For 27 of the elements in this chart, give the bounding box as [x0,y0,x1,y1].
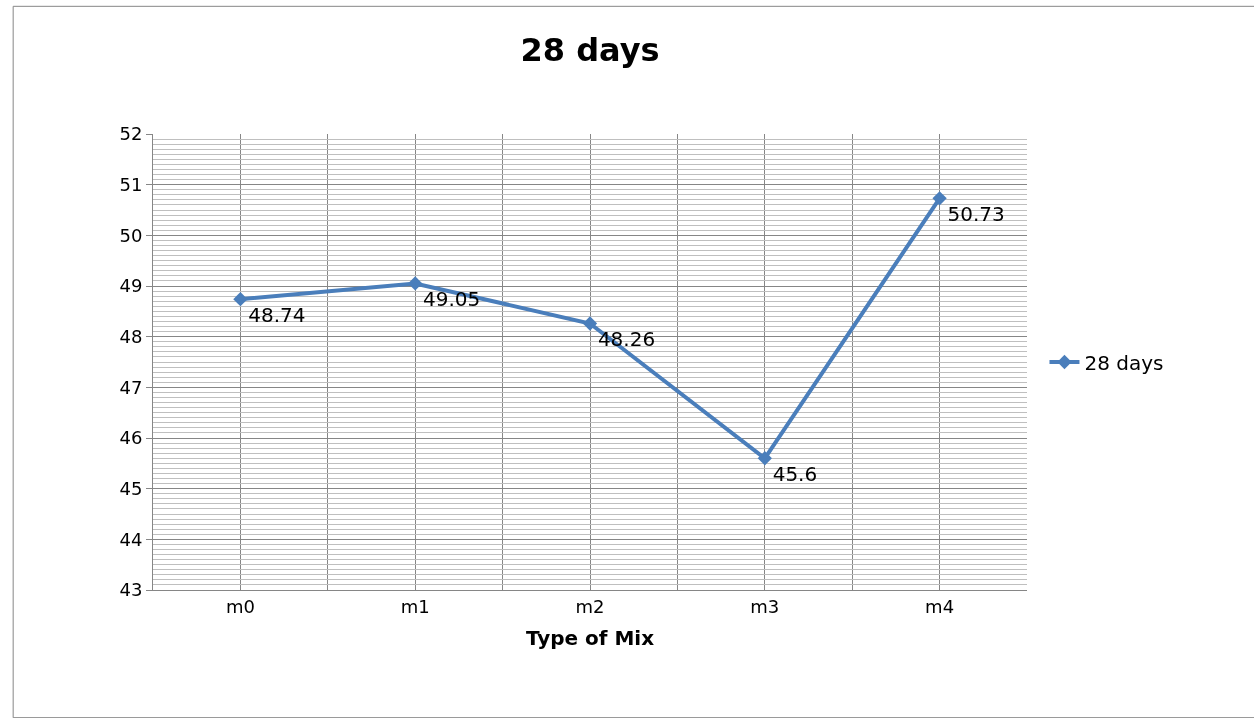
chart-title: 28 days [520,31,660,70]
point [408,276,423,291]
data-label: 45.6 [772,462,818,487]
x-axis-title: Type of Mix [525,626,655,651]
y-tick-label: 44 [119,528,143,550]
data-label: 49.05 [423,287,481,312]
x-tick-label: m0 [225,595,255,617]
y-tick-label: 52 [119,123,143,145]
y-tick-label: 50 [119,224,143,246]
data-label: 50.73 [947,202,1005,227]
y-tick-label: 47 [119,376,143,398]
y-tick-label: 49 [119,275,143,297]
y-tick-label: 46 [119,427,143,449]
x-tick-label: m1 [400,595,430,617]
y-tick-label: 43 [119,579,143,601]
x-tick-label: m4 [925,595,955,617]
point [932,191,947,206]
point [582,316,598,331]
data-label: 48.74 [248,303,306,328]
y-tick-label: 48 [119,325,143,347]
y-tick-label: 51 [119,173,143,195]
y-tick-label: 45 [119,477,143,499]
point [757,451,772,466]
point [233,292,248,307]
legend-label: 28 days [1084,350,1164,375]
x-tick-label: m3 [750,595,780,617]
x-tick-label: m2 [575,595,605,617]
